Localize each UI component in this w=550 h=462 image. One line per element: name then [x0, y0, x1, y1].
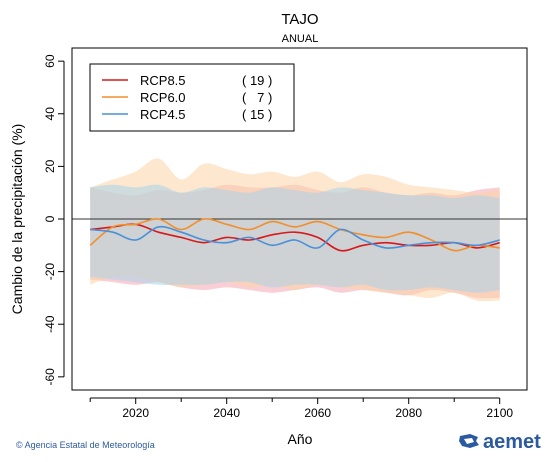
band-rcp45: [90, 184, 500, 293]
y-axis-title: Cambio de la precipitación (%): [9, 124, 25, 315]
y-tick-label: -40: [43, 315, 57, 333]
line-rcp45: [90, 225, 500, 249]
aemet-logo: aemet: [458, 431, 541, 454]
y-tick-label: 60: [43, 54, 57, 68]
x-tick-label: 2040: [213, 406, 240, 420]
legend: RCP8.5 ( 19 ) RCP6.0 ( 7 ) RCP4.5 ( 15 ): [89, 63, 295, 132]
y-tick-label: 0: [43, 215, 57, 222]
y-tick-label: -60: [43, 368, 57, 386]
y-tick-label: -20: [43, 263, 57, 281]
uncertainty-bands: [90, 158, 500, 302]
x-tick-label: 2020: [122, 406, 149, 420]
legend-count: ( 19 ): [242, 73, 272, 88]
x-tick-label: 2060: [304, 406, 331, 420]
y-tick-label: 40: [43, 107, 57, 121]
x-axis: 2020 2040 2060 2080 2100: [89, 397, 513, 420]
x-tick-label: 2080: [395, 406, 422, 420]
chart-title: TAJO: [281, 11, 318, 28]
y-tick-label: 20: [43, 159, 57, 173]
legend-label: RCP6.0: [140, 90, 186, 105]
legend-label: RCP8.5: [140, 73, 186, 88]
plot-frame: [71, 47, 528, 391]
legend-count: ( 15 ): [242, 107, 272, 122]
line-rcp85: [90, 223, 500, 252]
x-tick-label: 2100: [486, 406, 513, 420]
legend-label: RCP4.5: [140, 107, 186, 122]
footer-credit: © Agencia Estatal de Meteorología: [16, 440, 155, 450]
line-rcp60: [89, 218, 500, 252]
chart-subtitle: ANUAL: [282, 33, 319, 45]
x-axis-title: Año: [288, 431, 313, 447]
aemet-logo-icon: [459, 434, 479, 448]
legend-count: ( 7 ): [242, 90, 272, 105]
series-lines: [89, 218, 500, 252]
y-axis: 60 40 20 0 -20 -40 -60: [43, 54, 65, 386]
aemet-logo-text: aemet: [483, 431, 541, 453]
